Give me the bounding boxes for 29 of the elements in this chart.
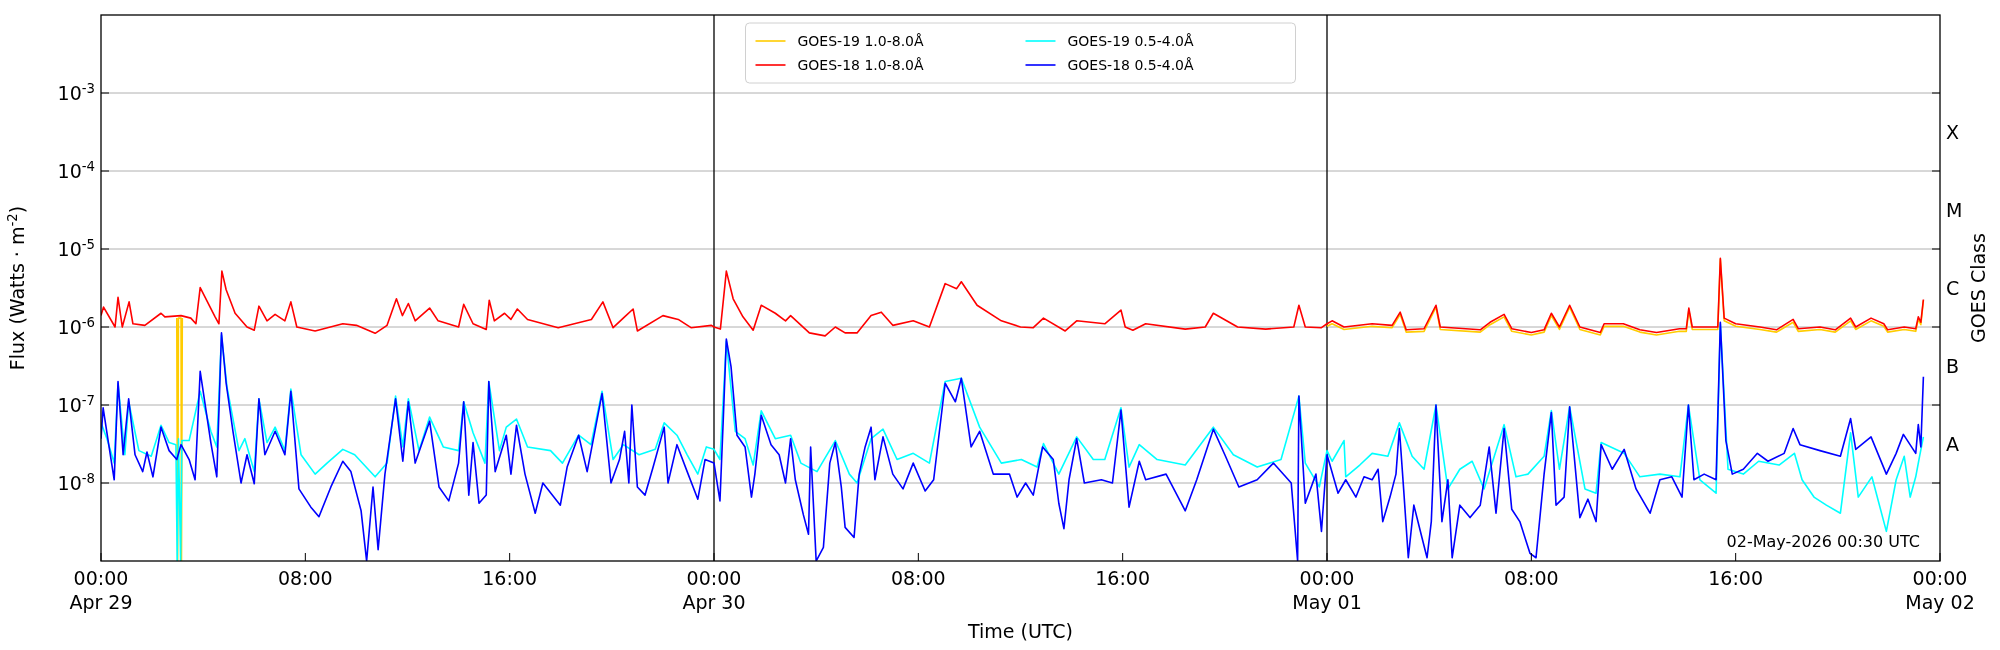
- y2-axis-title: GOES Class: [1967, 233, 1989, 343]
- x-tick-label: 00:00 May 01: [1292, 567, 1362, 613]
- legend-label: GOES-18 0.5-4.0Å: [1067, 57, 1194, 73]
- x-tick-label: 08:00: [890, 567, 946, 589]
- y-tick-label: 10$^{-5}$: [57, 236, 95, 260]
- x-tick-label: 16:00: [1708, 567, 1764, 589]
- text: B: [1946, 355, 1960, 377]
- x-tick-label: 00:00 Apr 29: [69, 567, 133, 613]
- legend-label: GOES-18 1.0-8.0Å: [797, 57, 924, 73]
- text: M: [1946, 199, 1963, 221]
- text: C: [1946, 277, 1960, 299]
- x-tick-label: 00:00 Apr 30: [682, 567, 746, 613]
- y-tick-label: 10$^{-8}$: [57, 470, 95, 494]
- y-tick-label: 10$^{-3}$: [57, 80, 95, 104]
- legend-label: GOES-19 0.5-4.0Å: [1067, 33, 1194, 49]
- x-tick-label: 08:00: [1503, 567, 1559, 589]
- y-tick-label: 10$^{-6}$: [57, 314, 95, 338]
- text: X: [1946, 121, 1960, 143]
- legend-label: GOES-19 1.0-8.0Å: [797, 33, 924, 49]
- x-tick-label: 16:00: [1095, 567, 1151, 589]
- y-tick-label: 10$^{-7}$: [57, 392, 95, 416]
- annotation: 02-May-2026 00:30 UTC: [1726, 532, 1920, 551]
- x-tick-label: 00:00 May 02: [1905, 567, 1975, 613]
- x-tick-label: 08:00: [277, 567, 333, 589]
- x-tick-label: 16:00: [482, 567, 538, 589]
- line-series: [101, 257, 1925, 337]
- x-axis-title: Time (UTC): [966, 620, 1074, 642]
- y-tick-label: 10$^{-4}$: [57, 158, 95, 182]
- text: A: [1946, 433, 1959, 455]
